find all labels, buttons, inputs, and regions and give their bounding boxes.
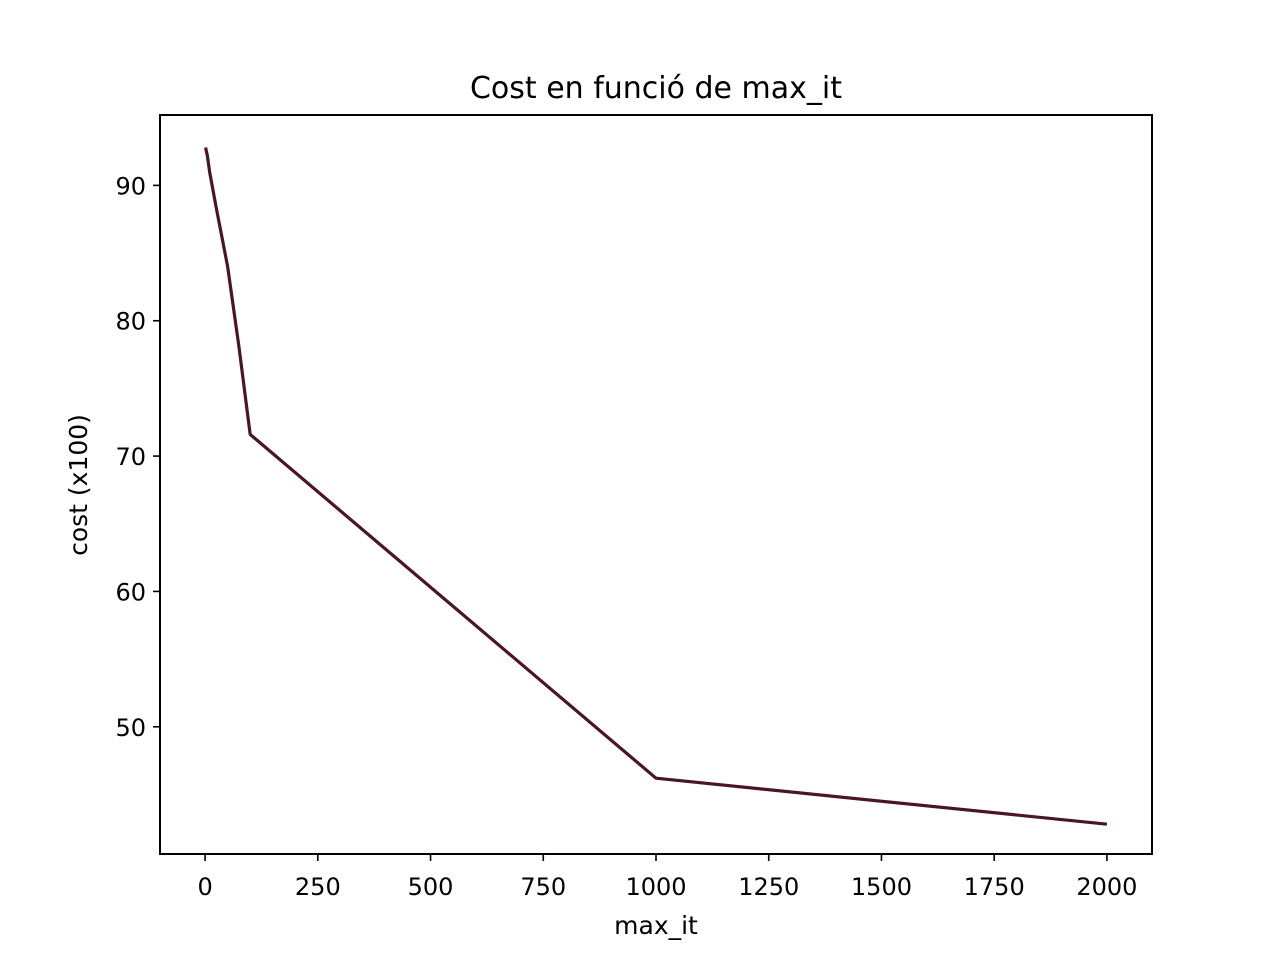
series-group — [203, 147, 1108, 826]
y-axis: 50 60 70 80 90 — [115, 172, 160, 742]
x-tick-label: 1750 — [964, 873, 1025, 901]
plot-area — [160, 115, 1152, 854]
x-tick-label: 750 — [520, 873, 566, 901]
y-tick-label: 80 — [115, 308, 146, 336]
x-tick-label: 1000 — [625, 873, 686, 901]
y-tick-label: 90 — [115, 172, 146, 200]
x-tick-label: 2000 — [1076, 873, 1137, 901]
y-tick-label: 50 — [115, 714, 146, 742]
x-tick-label: 1500 — [851, 873, 912, 901]
x-axis-label: max_it — [614, 911, 698, 940]
x-tick-label: 1250 — [738, 873, 799, 901]
x-axis: 0 250 500 750 1000 1250 1500 1750 2000 — [197, 854, 1137, 901]
y-axis-label: cost (x100) — [64, 414, 93, 556]
x-tick-label: 0 — [197, 873, 212, 901]
y-tick-label: 70 — [115, 443, 146, 471]
y-tick-label: 60 — [115, 578, 146, 606]
x-tick-label: 500 — [408, 873, 454, 901]
plot-frame — [159, 114, 1153, 855]
series-line — [203, 147, 1108, 826]
x-tick-label: 250 — [295, 873, 341, 901]
chart-title: Cost en funció de max_it — [470, 71, 842, 106]
